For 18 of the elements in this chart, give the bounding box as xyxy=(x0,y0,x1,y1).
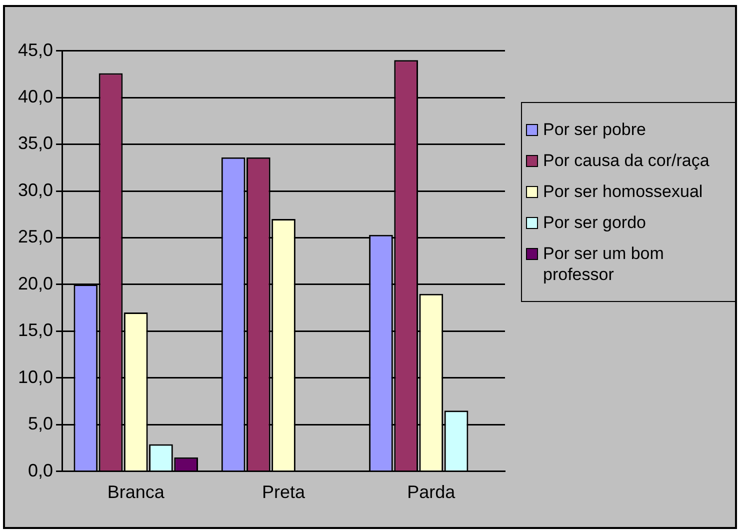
y-tick-label: 20,0 xyxy=(18,273,54,294)
legend-label: Por causa da cor/raça xyxy=(543,150,710,171)
legend-label: Por ser um bom professor xyxy=(543,243,665,285)
y-tick-label: 15,0 xyxy=(18,320,54,340)
y-tick-label: 10,0 xyxy=(18,366,54,387)
y-tick-label: 0,0 xyxy=(28,460,54,480)
y-tick-label: 45,0 xyxy=(18,40,54,60)
y-tick-label: 40,0 xyxy=(18,86,54,106)
legend-label: Por ser homossexual xyxy=(543,181,703,202)
legend-label: Por ser pobre xyxy=(543,119,646,140)
x-tick-label: Branca xyxy=(107,482,166,502)
x-tick-label: Preta xyxy=(262,482,306,502)
y-tick-label: 5,0 xyxy=(28,414,54,434)
x-tick-label: Parda xyxy=(407,482,456,502)
y-tick-label: 35,0 xyxy=(18,133,54,154)
legend-label: Por ser gordo xyxy=(543,212,646,233)
y-tick-label: 25,0 xyxy=(18,226,54,247)
y-tick-label: 30,0 xyxy=(18,180,54,200)
